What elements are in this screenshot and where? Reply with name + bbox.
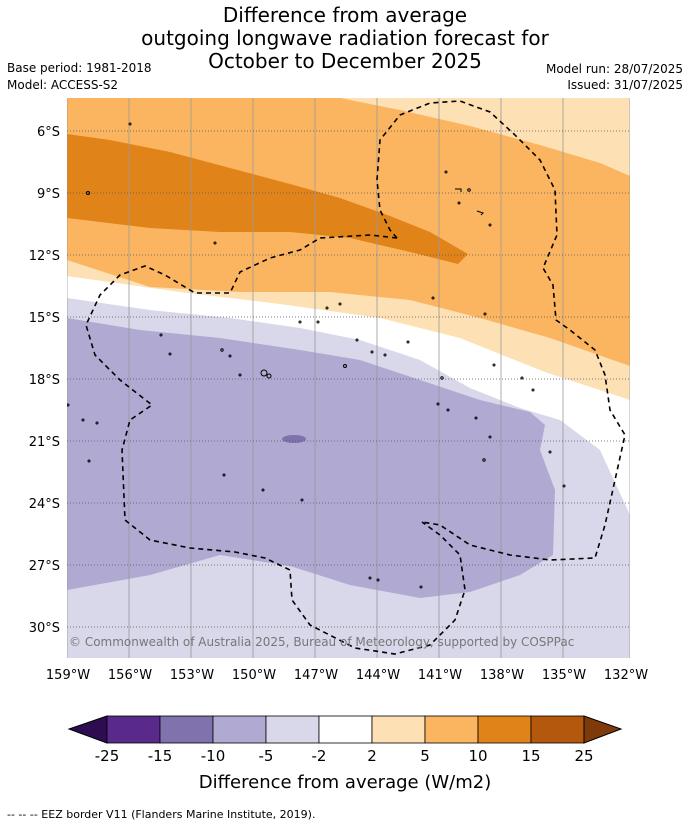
colorbar-segment	[212, 715, 267, 744]
colorbar-tick: 5	[420, 747, 430, 765]
lat-label-15s: 15°S	[29, 311, 60, 326]
lon-label-150w: 150°W	[232, 668, 276, 683]
colorbar-max-arrow	[583, 715, 623, 744]
colorbar-tick: -10	[201, 747, 226, 765]
lat-label-27s: 27°S	[29, 559, 60, 574]
eez-border-french-polynesia	[376, 100, 626, 561]
colorbar: -25 -15 -10 -5 -2 2 5 10 15 25 Differenc…	[67, 715, 623, 793]
lat-label-24s: 24°S	[29, 497, 60, 512]
lat-label-12s: 12°S	[29, 249, 60, 264]
lat-label-6s: 6°S	[37, 125, 60, 140]
colorbar-tick: -2	[312, 747, 327, 765]
lon-label-153w: 153°W	[170, 668, 214, 683]
colorbar-segment	[159, 715, 214, 744]
lon-label-141w: 141°W	[418, 668, 462, 683]
lon-label-159w: 159°W	[46, 668, 90, 683]
lon-label-156w: 156°W	[108, 668, 152, 683]
islands	[67, 122, 566, 589]
lat-label-18s: 18°S	[29, 373, 60, 388]
band-positive-10-15-north	[67, 98, 630, 214]
map-area: © Commonwealth of Australia 2025, Bureau…	[67, 98, 630, 658]
title-line-3: October to December 2025	[208, 49, 482, 73]
colorbar-min-arrow	[67, 715, 108, 744]
colorbar-segment	[106, 715, 161, 744]
colorbar-tick: -15	[148, 747, 173, 765]
colorbar-tick: 10	[468, 747, 487, 765]
colorbar-segment	[318, 715, 373, 744]
colorbar-tick: -5	[259, 747, 274, 765]
colorbar-segment	[265, 715, 320, 744]
lon-label-135w: 135°W	[542, 668, 586, 683]
lon-label-147w: 147°W	[294, 668, 338, 683]
colorbar-title: Difference from average (W/m2)	[199, 772, 491, 793]
colorbar-tick: 2	[367, 747, 377, 765]
title-line-1: Difference from average	[222, 3, 468, 27]
longitude-labels: 159°W 156°W 153°W 150°W 147°W 144°W 141°…	[46, 668, 648, 683]
latitude-labels: 6°S 9°S 12°S 15°S 18°S 21°S 24°S 27°S 30…	[29, 125, 60, 636]
base-period: Base period: 1981-2018	[7, 61, 152, 75]
colorbar-segment	[371, 715, 426, 744]
lon-label-138w: 138°W	[480, 668, 524, 683]
colorbar-segment	[424, 715, 479, 744]
lon-label-144w: 144°W	[356, 668, 400, 683]
lat-label-30s: 30°S	[29, 621, 60, 636]
band-negative-10-15	[282, 435, 306, 443]
band-positive-10-15	[67, 134, 468, 264]
lat-label-21s: 21°S	[29, 435, 60, 450]
model-run: Model run: 28/07/2025	[545, 62, 683, 76]
title-line-2: outgoing longwave radiation forecast for	[141, 26, 549, 50]
band-negative-5-10	[67, 318, 555, 598]
colorbar-segment	[530, 715, 585, 744]
eez-border-cook-islands	[85, 234, 466, 655]
issued-date: Issued: 31/07/2025	[567, 78, 683, 92]
colorbar-tick: -25	[95, 747, 120, 765]
colorbar-tick: 15	[521, 747, 540, 765]
colorbar-tick: 25	[574, 747, 593, 765]
model-name: Model: ACCESS-S2	[7, 78, 119, 92]
lon-label-132w: 132°W	[604, 668, 648, 683]
copyright-notice: © Commonwealth of Australia 2025, Bureau…	[69, 635, 574, 649]
lat-label-9s: 9°S	[37, 187, 60, 202]
colorbar-segment	[477, 715, 532, 744]
eez-footnote: -- -- -- EEZ border V11 (Flanders Marine…	[7, 808, 316, 821]
latitude-gridlines	[67, 130, 630, 628]
